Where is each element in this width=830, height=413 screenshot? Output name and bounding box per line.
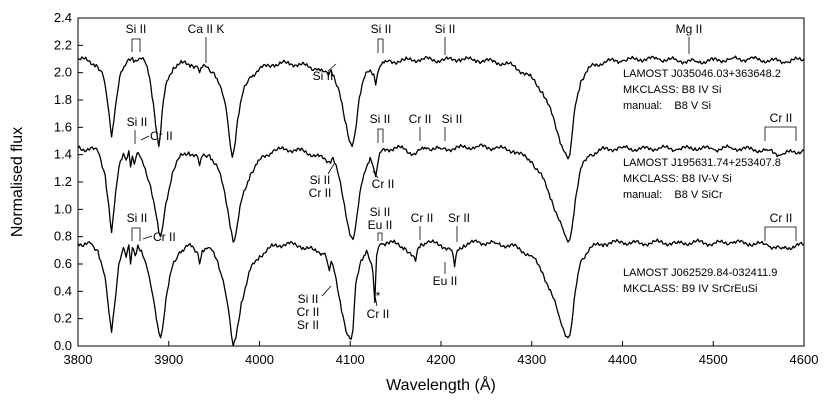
label-si-ii: Si II bbox=[127, 115, 148, 129]
x-tick-label: 4300 bbox=[517, 352, 546, 367]
svg-text:LAMOST J195631.74+253407.8: LAMOST J195631.74+253407.8 bbox=[623, 157, 781, 169]
svg-text:manual: B8 V SiCr: manual: B8 V SiCr bbox=[623, 189, 723, 201]
spectra-series bbox=[77, 55, 805, 347]
y-tick-label: 1.4 bbox=[54, 147, 72, 162]
y-tick-label: 0.4 bbox=[54, 283, 72, 298]
label-eu-ii: Eu II bbox=[368, 218, 393, 232]
y-tick-label: 1.0 bbox=[54, 201, 72, 216]
x-axis: 3800 3900 4000 4100 4200 4300 4400 4500 4600 bbox=[64, 341, 819, 367]
label-cr-ii: Cr II bbox=[150, 129, 173, 143]
label-cr-ii: Cr II bbox=[770, 211, 793, 225]
y-tick-label: 0.8 bbox=[54, 229, 72, 244]
label-cr-ii: Cr II bbox=[367, 307, 390, 321]
star-label-1: LAMOST J035046.03+363648.2 MKCLASS: B8 I… bbox=[623, 68, 781, 112]
label-cr-ii: Cr II bbox=[297, 305, 320, 319]
label-cr-ii: Cr II bbox=[372, 177, 395, 191]
label-ca-ii-k: Ca II K bbox=[188, 22, 225, 36]
label-si-ii: Si II bbox=[370, 205, 391, 219]
label-cr-ii: Cr II bbox=[309, 186, 332, 200]
y-axis-title: Normalised flux bbox=[9, 127, 26, 237]
label-asterisk: * bbox=[376, 289, 381, 303]
y-tick-label: 2.4 bbox=[54, 10, 72, 25]
y-tick-label: 0.0 bbox=[54, 338, 72, 353]
svg-text:LAMOST J035046.03+363648.2: LAMOST J035046.03+363648.2 bbox=[623, 68, 781, 80]
x-tick-label: 4600 bbox=[790, 352, 819, 367]
x-tick-label: 4100 bbox=[336, 352, 365, 367]
label-si-ii: Si II bbox=[435, 22, 456, 36]
svg-text:MKCLASS: B8 IV-V Si: MKCLASS: B8 IV-V Si bbox=[623, 173, 732, 185]
label-eu-ii: Eu II bbox=[433, 274, 458, 288]
y-tick-label: 0.6 bbox=[54, 256, 72, 271]
label-sr-ii: Sr II bbox=[448, 211, 470, 225]
x-tick-label: 4200 bbox=[427, 352, 456, 367]
label-si-ii: Si II bbox=[442, 112, 463, 126]
label-cr-ii: Cr II bbox=[411, 211, 434, 225]
y-tick-label: 1.6 bbox=[54, 119, 72, 134]
svg-text:LAMOST J062529.84-032411.9: LAMOST J062529.84-032411.9 bbox=[623, 267, 777, 279]
spectrum-line-2 bbox=[77, 143, 805, 243]
star-label-3: LAMOST J062529.84-032411.9 MKCLASS: B9 I… bbox=[623, 267, 777, 295]
line-id-annotations-middle: Si II Cr II Si II Cr II Si II Cr II Si I… bbox=[127, 111, 797, 200]
line-id-annotations-top: Si II Ca II K Si II Si II Mg II Si II bbox=[126, 22, 703, 83]
label-si-ii: Si II bbox=[370, 112, 391, 126]
y-axis: 0.0 0.2 0.4 0.6 0.8 1.0 1.2 1.4 1.6 1.8 2.0 2.2 2.4 bbox=[54, 10, 83, 353]
x-axis-title: Wavelength (Å) bbox=[386, 375, 496, 394]
x-tick-label: 4000 bbox=[245, 352, 274, 367]
y-tick-label: 1.2 bbox=[54, 174, 72, 189]
y-tick-label: 2.0 bbox=[54, 65, 72, 80]
svg-text:MKCLASS: B8 IV Si: MKCLASS: B8 IV Si bbox=[623, 84, 721, 96]
label-sr-ii: Sr II bbox=[297, 318, 319, 332]
label-cr-ii: Cr II bbox=[153, 230, 176, 244]
x-tick-label: 4500 bbox=[699, 352, 728, 367]
x-tick-label: 3900 bbox=[154, 352, 183, 367]
label-si-ii: Si II bbox=[126, 22, 147, 36]
label-si-ii: Si II bbox=[310, 173, 331, 187]
y-tick-label: 2.2 bbox=[54, 37, 72, 52]
svg-text:manual: B8 V Si: manual: B8 V Si bbox=[623, 100, 711, 112]
spectrum-line-3 bbox=[77, 238, 805, 347]
y-tick-label: 1.8 bbox=[54, 92, 72, 107]
label-cr-ii: Cr II bbox=[409, 112, 432, 126]
spectrum-line-1 bbox=[77, 55, 805, 160]
label-mg-ii: Mg II bbox=[676, 22, 703, 36]
star-label-2: LAMOST J195631.74+253407.8 MKCLASS: B8 I… bbox=[623, 157, 781, 201]
x-tick-label: 3800 bbox=[64, 352, 93, 367]
line-id-annotations-bottom: Si II Cr II Si II Eu II Cr II Sr II Cr I… bbox=[127, 205, 797, 332]
label-si-ii: Si II bbox=[127, 211, 148, 225]
x-tick-label: 4400 bbox=[608, 352, 637, 367]
label-si-ii: Si II bbox=[298, 292, 319, 306]
label-cr-ii: Cr II bbox=[770, 111, 793, 125]
svg-text:MKCLASS: B9 IV SrCrEuSi: MKCLASS: B9 IV SrCrEuSi bbox=[623, 283, 758, 295]
label-si-ii: Si II bbox=[371, 22, 392, 36]
y-tick-label: 0.2 bbox=[54, 311, 72, 326]
label-si-ii: Si II bbox=[313, 69, 334, 83]
